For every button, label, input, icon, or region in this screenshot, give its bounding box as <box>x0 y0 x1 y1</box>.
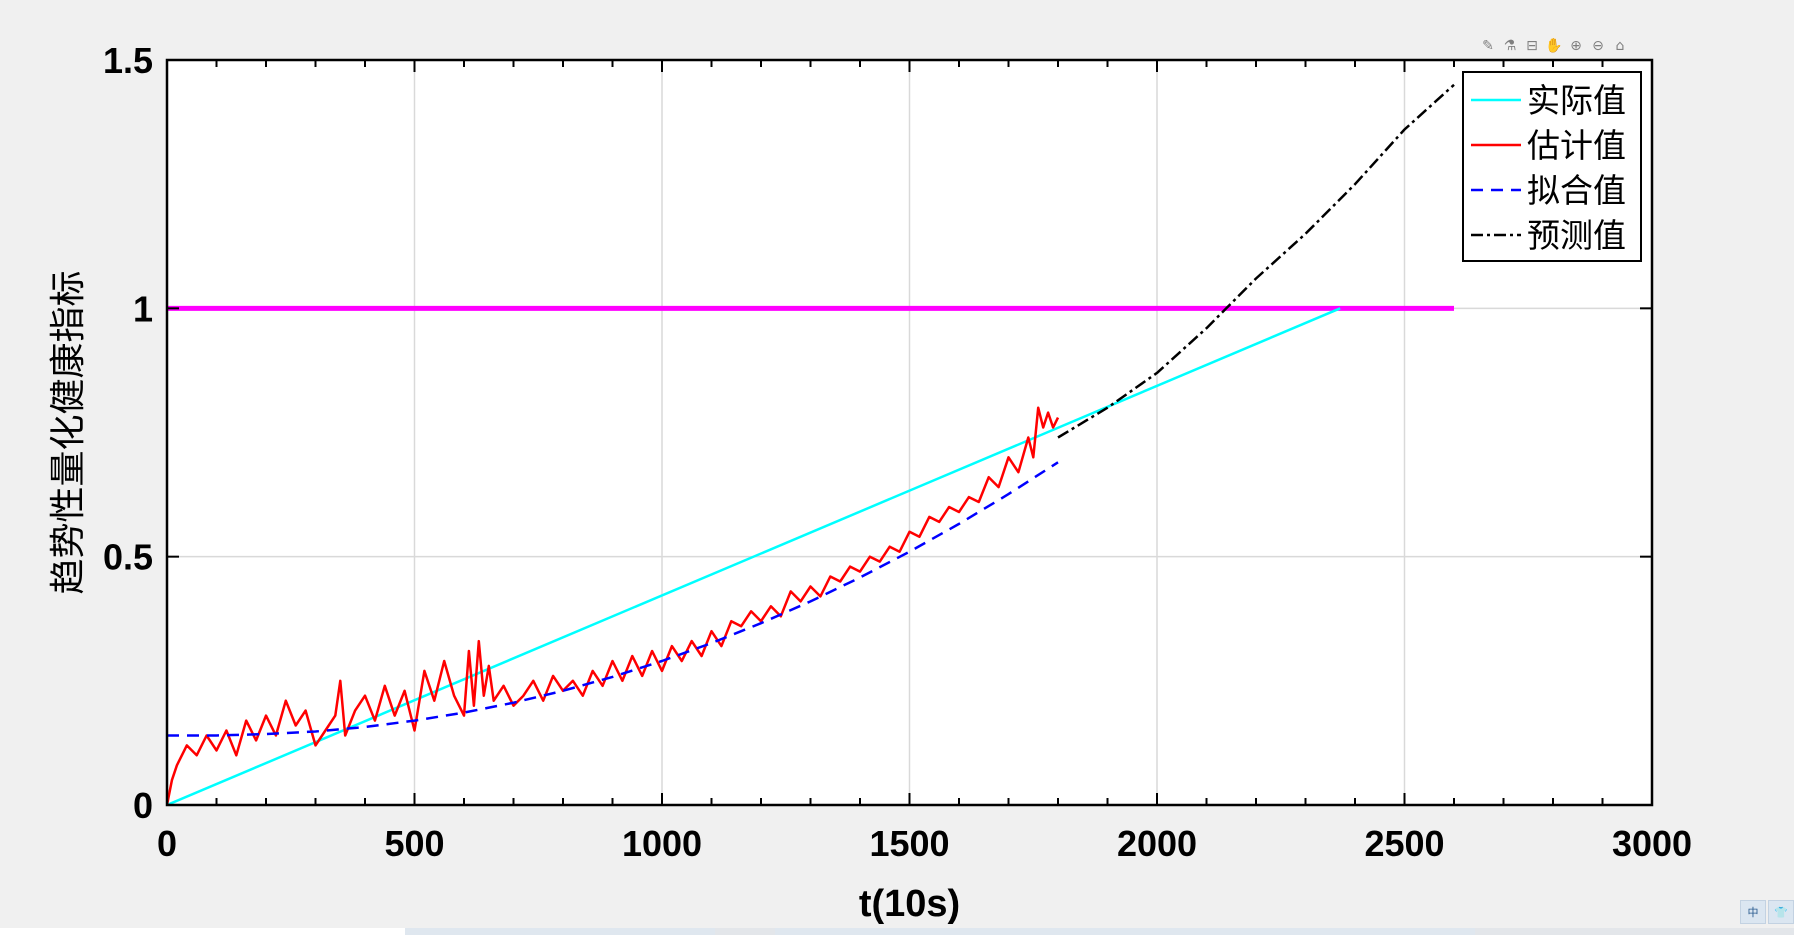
taskbar-segment <box>0 928 405 935</box>
legend-label: 估计值 <box>1527 126 1626 165</box>
y-tick-label: 0 <box>133 785 153 826</box>
series-line <box>167 406 1060 805</box>
x-axis-label: t(10s) <box>859 883 960 925</box>
plot-content <box>167 83 1455 805</box>
tick-marks <box>166 59 1653 806</box>
x-tick-label: 1500 <box>869 823 949 864</box>
pan-icon[interactable]: ✋ <box>1545 38 1563 54</box>
series-line <box>167 307 1341 805</box>
y-tick-label: 0.5 <box>103 537 153 578</box>
home-icon[interactable]: ⌂ <box>1615 38 1625 54</box>
legend-label: 拟合值 <box>1527 171 1626 210</box>
data-cursor-icon[interactable]: ⊟ <box>1526 38 1538 54</box>
x-tick-label: 2000 <box>1117 823 1197 864</box>
taskbar-segment <box>775 928 1475 935</box>
x-tick-label: 3000 <box>1612 823 1692 864</box>
zoom-out-icon[interactable]: ⊖ <box>1592 38 1604 54</box>
x-tick-label: 1000 <box>622 823 702 864</box>
x-tick-label: 2500 <box>1364 823 1444 864</box>
y-axis-label: 趋势性量化健康指标 <box>48 270 89 594</box>
data-tip-icon[interactable]: ⚗ <box>1503 38 1517 54</box>
ime-indicator: 中 👕 <box>1740 900 1794 924</box>
x-tick-label: 500 <box>384 823 444 864</box>
zoom-in-icon[interactable]: ⊕ <box>1570 38 1582 54</box>
taskbar-strip <box>0 928 1794 935</box>
series-layer <box>167 83 1455 805</box>
tick-labels: 0 500 1000 1500 2000 2500 3000 0 0.5 1 1.5 <box>103 40 1692 864</box>
y-tick-label: 1 <box>133 288 153 329</box>
brush-icon[interactable]: ✎ <box>1482 38 1494 54</box>
legend-box <box>1462 71 1642 262</box>
shirt-icon[interactable]: 👕 <box>1768 900 1794 924</box>
series-line <box>167 461 1059 737</box>
series-line <box>1057 83 1455 439</box>
axes-toolbar: ✎ ⚗ ⊟ ✋ ⊕ ⊖ ⌂ <box>1478 34 1630 58</box>
y-tick-label: 1.5 <box>103 40 153 81</box>
legend-label: 预测值 <box>1527 216 1626 255</box>
ime-language[interactable]: 中 <box>1740 900 1766 924</box>
legend-label: 实际值 <box>1527 81 1626 120</box>
taskbar-segment <box>405 928 715 935</box>
x-tick-label: 0 <box>157 823 177 864</box>
